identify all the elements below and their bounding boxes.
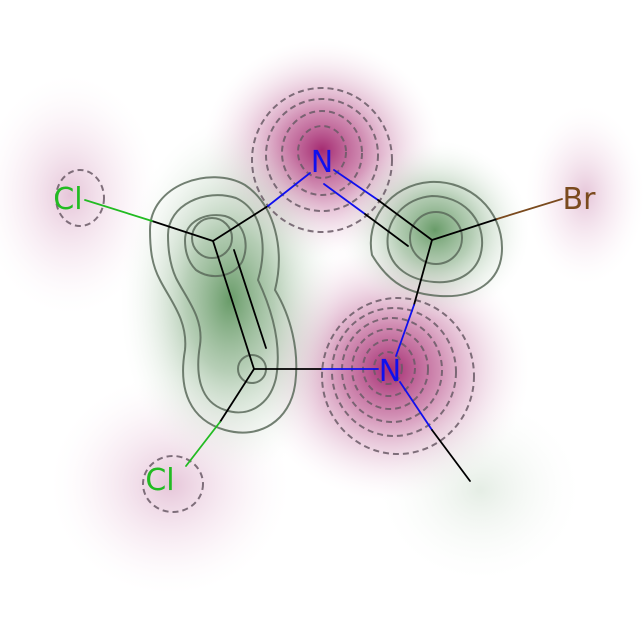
bond-c2-cl (219, 368, 255, 423)
positive-contour-core-left-top (191, 217, 233, 259)
positive-contour-outer-right (369, 180, 504, 298)
bond-c3-n2-blue (395, 304, 415, 357)
negative-contour-center-3 (341, 317, 443, 423)
negative-region-br (525, 105, 644, 285)
positive-region-right-carbon (340, 140, 530, 320)
atom-label-cl2: Cl (145, 463, 174, 498)
negative-contour-bottom-cl (142, 455, 204, 513)
negative-contour-center-1 (321, 297, 475, 455)
positive-contour-mid-right (386, 194, 484, 284)
bond-n2-methyl-blue (399, 381, 433, 431)
atom-label-n1: N (311, 145, 333, 180)
negative-contours (55, 87, 475, 513)
bonds (84, 169, 563, 482)
bond-c1-cl-green (84, 199, 153, 222)
negative-contour-top-4 (297, 125, 347, 179)
bond-c1-n1 (212, 205, 269, 242)
atom-labels: N N Cl Cl Br (53, 145, 596, 498)
bond-n2-methyl (431, 429, 471, 482)
positive-contours (148, 176, 504, 434)
atom-label-n2: N (379, 354, 401, 389)
negative-contour-center-5 (362, 339, 416, 397)
negative-contour-left-cl (55, 169, 105, 227)
bond-n1-c3-double (364, 213, 409, 247)
bond-c1-c2 (212, 240, 255, 370)
negative-contour-center-6 (373, 351, 403, 385)
bond-n1-c3-blue (333, 169, 379, 201)
bond-n1-c3-double-blue (323, 183, 366, 215)
bond-c1-cl (151, 220, 214, 242)
positive-contour-core-right (409, 211, 463, 265)
negative-region-left-cl (0, 75, 160, 315)
bond-n1-c3 (377, 199, 433, 241)
bond-c3-br (431, 218, 498, 241)
positive-region-methyl (380, 400, 580, 580)
atom-label-br: Br (563, 182, 597, 217)
negative-contour-top-1 (251, 87, 393, 233)
bond-c2-cl-green (185, 421, 221, 467)
bond-c1-n1-blue (267, 172, 311, 207)
bond-c1-c2-double (233, 249, 267, 349)
atom-label-cl1: Cl (53, 182, 82, 217)
positive-contour-inner-left-top (183, 214, 247, 278)
negative-contour-top-2 (265, 98, 379, 212)
negative-contour-center-2 (331, 307, 457, 437)
negative-contour-top-3 (281, 110, 363, 196)
bond-c3-br-brown (496, 198, 563, 220)
bond-c3-n2 (413, 239, 433, 306)
positive-contour-outer-left (148, 176, 298, 434)
positive-contour-mid-left (166, 194, 279, 414)
positive-region-left-ring (120, 120, 340, 480)
